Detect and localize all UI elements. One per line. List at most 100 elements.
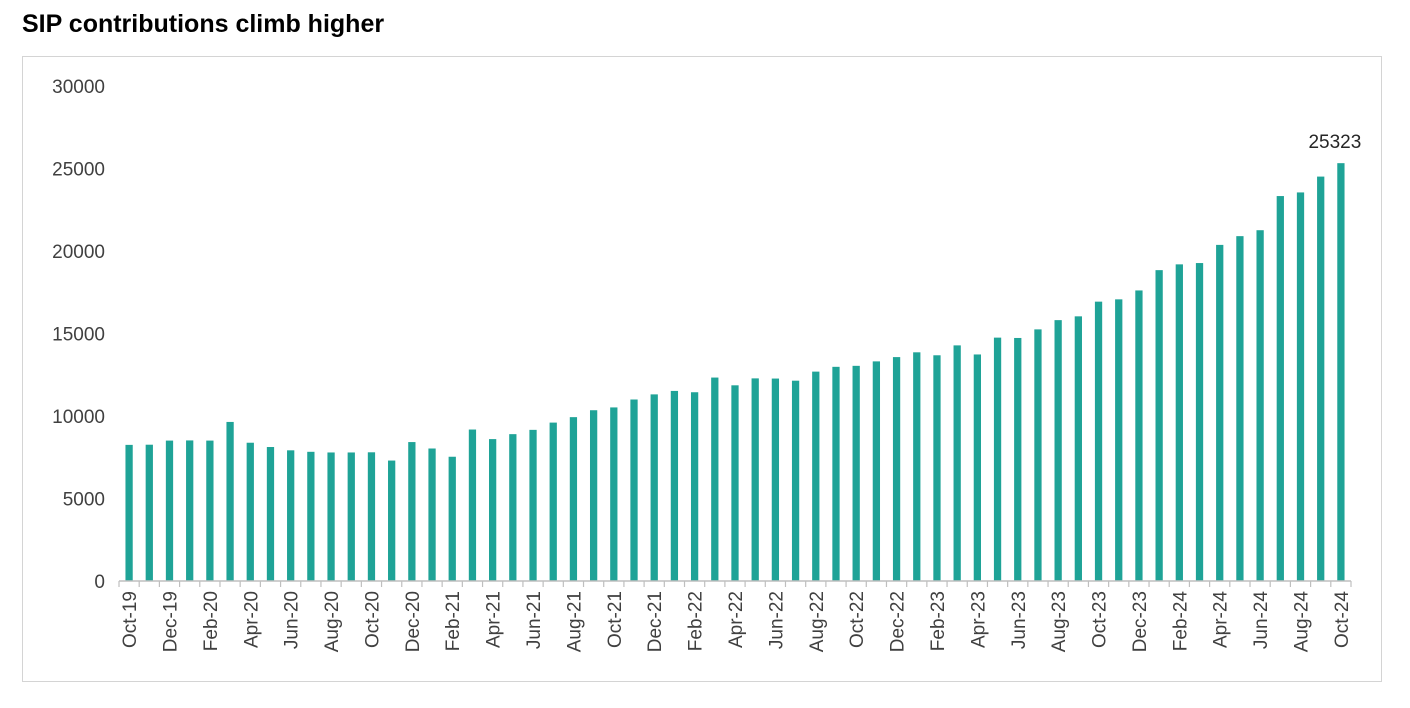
bar-oct-23 [1094,301,1103,581]
bar-feb-23 [933,355,941,581]
bar-apr-22 [731,385,739,581]
x-tick-label: Oct-21 [605,591,626,648]
bar-may-23 [993,337,1002,582]
x-tick-label: Dec-21 [645,591,666,652]
chart-title: SIP contributions climb higher [22,10,385,38]
bar-dec-19 [165,440,174,581]
y-axis: 0 5000 10000 15000 20000 25000 30000 [52,77,105,593]
chart-frame: 0 5000 10000 15000 20000 25000 30000 Oct-19 Dec… [22,56,1382,682]
x-tick-label: Aug-24 [1292,591,1313,653]
x-tick-label: Jun-23 [1009,591,1030,649]
bar-jan-23 [913,352,921,581]
x-tick-label: Apr-23 [968,591,989,648]
x-tick-label: Feb-22 [686,591,707,651]
x-tick-label: Dec-22 [888,591,909,652]
bar-nov-19 [145,444,153,581]
y-tick-label: 20000 [52,242,105,263]
bar-apr-20 [246,442,254,581]
bar-nov-20 [388,460,396,581]
bar-mar-24 [1195,263,1204,581]
bar-sep-22 [832,366,840,581]
x-tick-label: Feb-23 [928,591,949,651]
x-tick-label: Feb-24 [1170,591,1191,652]
bar-sep-21 [589,410,598,581]
x-tick-label: Oct-20 [362,591,383,648]
bar-jul-24 [1276,196,1284,581]
x-tick-label: Dec-19 [160,591,181,652]
bar-apr-23 [973,354,981,581]
bar-mar-21 [468,429,477,581]
x-tick-label: Jun-24 [1251,591,1272,650]
bar-jun-21 [529,429,537,581]
bar-apr-24 [1216,244,1224,581]
bar-jul-22 [791,380,800,581]
x-tick-label: Aug-22 [807,591,828,652]
bar-jun-22 [771,378,780,581]
bar-jan-22 [670,390,679,581]
bar-may-22 [751,378,759,581]
bar-sep-20 [347,452,355,581]
bar-jan-20 [186,440,194,581]
x-tick-label: Oct-24 [1332,591,1353,648]
bar-feb-20 [206,440,214,581]
bar-jan-24 [1155,270,1163,581]
bar-jan-21 [428,448,436,581]
bar-oct-19 [125,444,133,582]
bar-aug-22 [812,371,820,581]
x-tick-label: Feb-21 [443,591,464,651]
bar-oct-22 [852,365,860,581]
y-tick-label: 15000 [52,325,105,346]
x-tick-label: Aug-21 [564,591,585,652]
x-tick-label: Dec-20 [403,591,424,652]
bar-feb-22 [690,392,699,581]
bar-mar-22 [711,377,719,581]
x-tick-label: Feb-20 [201,591,222,651]
x-tick-label: Jun-20 [282,591,303,649]
bar-sep-23 [1074,316,1082,581]
bar-may-24 [1236,236,1244,581]
bar-oct-21 [610,407,618,581]
bar-oct-24 [1337,163,1345,582]
bar-aug-20 [327,452,335,581]
x-tick-label: Oct-22 [847,591,868,648]
bar-apr-21 [489,439,497,581]
bar-jun-23 [1014,337,1022,581]
data-labels: 25323 [1308,132,1361,153]
bar-jul-21 [549,422,557,581]
y-tick-label: 0 [94,572,105,593]
bar-aug-23 [1054,320,1062,581]
bar-dec-21 [650,394,658,581]
bar-feb-21 [448,456,456,581]
x-tick-label: Oct-19 [120,591,141,648]
x-tick-label: Apr-21 [484,591,505,648]
bar-dec-22 [892,357,901,581]
x-tick-label: Aug-20 [322,591,343,652]
bar-aug-21 [569,417,578,581]
x-tick-label: Oct-23 [1090,591,1111,648]
bar-nov-21 [630,399,638,581]
bar-sep-24 [1317,176,1325,581]
y-tick-label: 5000 [63,490,105,511]
y-tick-label: 30000 [52,77,105,98]
x-axis: Oct-19 Dec-19 Feb-20 Apr-20 Jun-20 Aug-20 Oct-… [118,580,1353,653]
bar-chart: 0 5000 10000 15000 20000 25000 30000 Oct-19 Dec… [52,77,1361,653]
bar-may-21 [509,434,517,581]
bar-dec-20 [408,442,416,581]
x-tick-label: Apr-20 [241,591,262,648]
bar-nov-23 [1115,299,1123,581]
bar-jun-20 [287,450,295,581]
data-label-oct-24: 25323 [1308,132,1361,153]
bar-dec-23 [1135,290,1143,581]
y-tick-label: 10000 [52,407,105,428]
x-tick-label: Apr-22 [726,591,747,648]
bar-aug-24 [1296,192,1305,581]
bar-oct-20 [367,452,376,581]
bar-mar-23 [953,345,961,581]
x-tick-label: Jun-21 [524,591,545,649]
bar-nov-22 [872,361,881,581]
x-tick-label: Apr-24 [1211,591,1232,648]
bar-mar-20 [226,421,234,581]
bar-feb-24 [1175,264,1183,581]
x-tick-label: Dec-23 [1130,591,1151,652]
bar-may-20 [266,447,275,581]
